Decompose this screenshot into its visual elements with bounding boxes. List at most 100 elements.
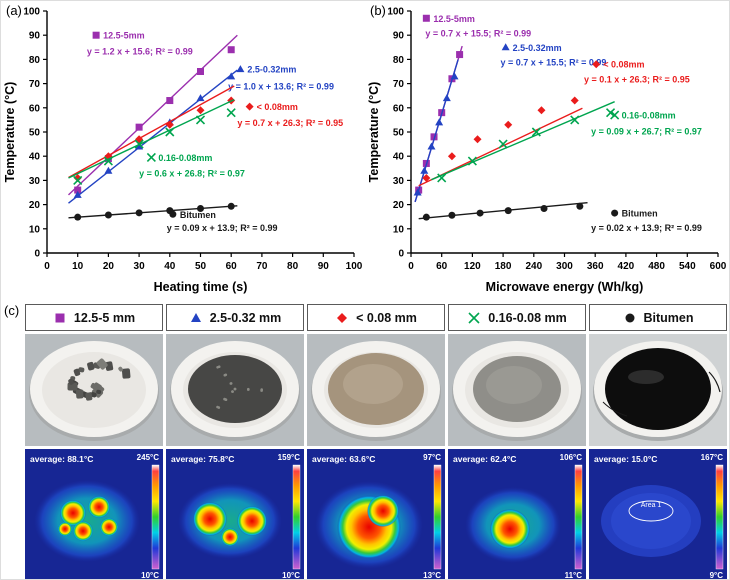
series-equation: y = 0.7 x + 15.5; R² = 0.99 [501,57,607,67]
thermal-image-brown-powder: average: 63.6°C 97°C 13°C [307,449,445,580]
svg-text:180: 180 [495,261,512,272]
svg-text:50: 50 [195,261,207,272]
thermal-scale-max: 245°C [137,453,160,462]
charts-row: (a) 0 10 20 30 40 50 60 70 80 90 100 0 10 20 30 40 50 60 7… [1,1,729,301]
thermal-scale-max: 159°C [278,453,301,462]
thermal-scale-bar [715,464,724,570]
svg-text:40: 40 [164,261,176,272]
sample-photo-coarse-aggregate [25,334,163,446]
diamond-marker-icon [337,312,348,323]
svg-text:70: 70 [29,79,41,90]
legend-item-0.16-0.08mm: 0.16-0.08 mm [448,304,586,331]
thermal-scale-bar [433,464,442,570]
series-label: < 0.08mm [603,60,644,70]
series-0.16-0.08mm: 0.16-0.08mm y = 0.6 x + 26.8; R² = 0.97 [68,98,245,185]
svg-text:20: 20 [393,200,405,211]
series-label: 0.16-0.08mm [158,153,212,163]
legend-label: 12.5-5 mm [73,310,136,325]
thermal-scale-max: 106°C [560,453,583,462]
series-Bitumen: Bitumen y = 0.09 x + 13.9; R² = 0.99 [68,202,278,233]
series-equation: y = 0.09 x + 13.9; R² = 0.99 [167,223,278,233]
series-equation: y = 0.09 x + 26.7; R² = 0.97 [591,126,702,136]
panel-c-photo-row [25,334,727,446]
sample-photo-image [589,334,727,446]
series-equation: y = 0.7 x + 15.5; R² = 0.99 [425,28,531,38]
svg-text:360: 360 [587,261,604,272]
thermal-average-label: average: 63.6°C [312,454,375,464]
thermal-scale-bar [574,464,583,570]
y-axis-title: Temperature (°C) [367,82,381,183]
series-label: 2.5-0.32mm [513,43,562,53]
svg-text:40: 40 [29,152,41,163]
svg-text:0: 0 [408,261,414,272]
svg-text:480: 480 [648,261,665,272]
series-equation: y = 0.1 x + 26.3; R² = 0.95 [584,74,690,84]
axes: 0 10 20 30 40 50 60 70 80 90 100 0 10 20 30 40 50 60 70 80 9… [3,7,363,295]
series-equation: y = 0.7 x + 26.3; R² = 0.95 [237,118,343,128]
svg-text:120: 120 [464,261,481,272]
circle-marker-icon [625,313,634,322]
series-label: 12.5-5mm [103,31,145,41]
legend-label: 0.16-0.08 mm [488,310,567,325]
svg-text:540: 540 [679,261,696,272]
thermal-scale-bar [151,464,160,570]
series-<0.08mm: < 0.08mm y = 0.7 x + 26.3; R² = 0.95 [68,85,343,182]
legend-item-<0.08mm: < 0.08 mm [307,304,445,331]
svg-text:10: 10 [29,224,41,235]
svg-text:20: 20 [29,200,41,211]
series-label: < 0.08mm [257,102,298,112]
legend-label: 2.5-0.32 mm [209,310,282,325]
thermal-image: average: 63.6°C 97°C 13°C [307,449,445,580]
thermal-image: average: 62.4°C 106°C 11°C [448,449,586,580]
chart-b-microwave-energy: 0 60 120 180 240 300 360 420 480 540 600 0 10 20 30 40 5… [365,1,729,301]
svg-text:80: 80 [29,55,41,66]
thermal-average-label: average: 75.8°C [171,454,234,464]
svg-text:30: 30 [393,176,405,187]
thermal-scale-max: 97°C [423,453,441,462]
series-2.5-0.32mm: 2.5-0.32mm y = 1.0 x + 13.6; R² = 0.99 [68,65,334,204]
thermal-average-label: average: 88.1°C [30,454,93,464]
svg-text:100: 100 [387,7,404,18]
series-label: Bitumen [180,210,216,220]
legend-item-2.5-0.32mm: 2.5-0.32 mm [166,304,304,331]
sample-photo-image [448,334,586,446]
svg-text:600: 600 [710,261,727,272]
thermal-scale-min: 13°C [423,571,441,580]
svg-text:90: 90 [318,261,330,272]
svg-text:0: 0 [44,261,50,272]
series-2.5-0.32mm: 2.5-0.32mm y = 0.7 x + 15.5; R² = 0.99 [413,43,607,203]
y-axis-title: Temperature (°C) [3,82,17,183]
svg-text:60: 60 [29,103,41,114]
thermal-scale-bar [292,464,301,570]
thermal-scale-min: 10°C [282,571,300,580]
sample-photo-image [166,334,304,446]
thermal-scale-min: 10°C [141,571,159,580]
series-label: 2.5-0.32mm [247,65,296,75]
chart-svg: 0 60 120 180 240 300 360 420 480 540 600 0 10 20 30 40 5… [367,7,727,295]
svg-text:300: 300 [556,261,573,272]
panel-c-thermal-row: average: 88.1°C 245°C 10°C average: 75.8°C… [25,449,727,580]
thermal-image-fine-aggregate: average: 75.8°C 159°C 10°C [166,449,304,580]
sample-photo-image [25,334,163,446]
thermal-scale-min: 11°C [565,571,583,580]
triangle-marker-icon [190,312,201,322]
series-equation: y = 0.6 x + 26.8; R² = 0.97 [139,169,245,179]
thermal-scale-min: 9°C [710,571,724,580]
svg-text:50: 50 [393,128,405,139]
svg-text:100: 100 [346,261,363,272]
svg-text:80: 80 [287,261,299,272]
series-label: 12.5-5mm [433,14,475,24]
legend-label: Bitumen [643,310,694,325]
legend-label: < 0.08 mm [356,310,417,325]
panel-a-label: (a) [6,3,22,18]
svg-text:90: 90 [29,31,41,42]
x-axis-title: Heating time (s) [154,280,248,294]
thermal-area-label: Area 1 [641,502,662,509]
panel-c-samples: (c) 12.5-5 mm 2.5-0.32 mm < 0.08 mm 0.16-0.… [1,301,729,580]
thermal-average-label: average: 62.4°C [453,454,516,464]
series-equation: y = 1.2 x + 15.6; R² = 0.99 [87,46,193,56]
svg-text:40: 40 [393,152,405,163]
svg-text:60: 60 [393,103,405,114]
svg-text:50: 50 [29,128,41,139]
series-label: Bitumen [622,209,658,219]
